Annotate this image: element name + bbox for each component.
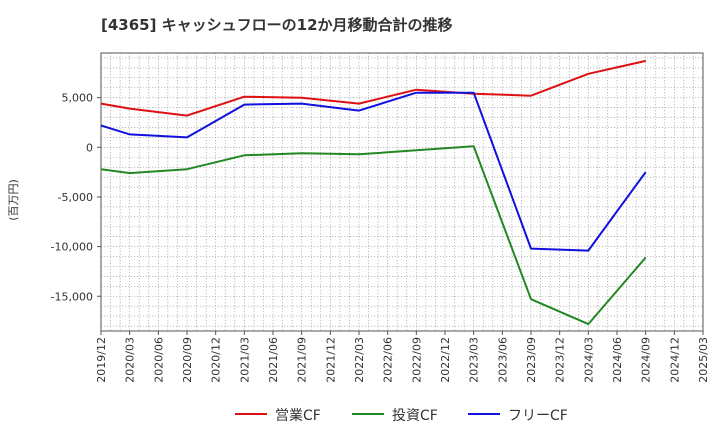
x-tick-label: 2022/12 bbox=[439, 337, 452, 383]
x-tick-label: 2021/06 bbox=[267, 337, 280, 383]
x-tick-label: 2024/09 bbox=[640, 337, 653, 383]
x-tick-label: 2023/09 bbox=[525, 337, 538, 383]
y-tick-label: -15,000 bbox=[51, 290, 93, 303]
x-tick-label: 2023/06 bbox=[496, 337, 509, 383]
y-tick-label: -10,000 bbox=[51, 241, 93, 254]
x-tick-label: 2022/06 bbox=[382, 337, 395, 383]
y-tick-label: 5,000 bbox=[62, 92, 94, 105]
grid-layer bbox=[100, 53, 704, 331]
x-tick-label: 2020/03 bbox=[124, 337, 137, 383]
y-axis-label: (百万円) bbox=[7, 179, 20, 221]
series-line-フリーCF bbox=[100, 91, 647, 252]
series-layer bbox=[100, 59, 647, 326]
x-tick-label: 2022/03 bbox=[353, 337, 366, 383]
chart-title: [4365] キャッシュフローの12か月移動合計の推移 bbox=[101, 16, 453, 34]
x-tick-label: 2020/09 bbox=[181, 337, 194, 383]
x-tick-label: 2021/03 bbox=[238, 337, 251, 383]
x-tick-label: 2020/06 bbox=[152, 337, 165, 383]
x-tick-label: 2024/06 bbox=[611, 337, 624, 383]
legend-label: フリーCF bbox=[508, 408, 568, 424]
axis-layer: 5,000 0 -5,000 -10,000 -15,000 2019/12 2020/03… bbox=[51, 52, 710, 383]
x-tick-label: 2020/12 bbox=[210, 337, 223, 383]
x-tick-label: 2023/12 bbox=[554, 337, 567, 383]
y-tick-label: 0 bbox=[86, 141, 93, 154]
plot-frame bbox=[100, 52, 704, 332]
legend-label: 営業CF bbox=[275, 408, 321, 424]
series-line-投資CF bbox=[100, 145, 647, 326]
series-line-営業CF bbox=[100, 59, 646, 117]
x-tick-label: 2024/03 bbox=[582, 337, 595, 383]
legend: 営業CF 投資CF フリーCF bbox=[235, 408, 568, 424]
legend-label: 投資CF bbox=[392, 408, 438, 424]
x-tick-label: 2025/03 bbox=[697, 337, 710, 383]
x-tick-label: 2019/12 bbox=[95, 337, 108, 383]
x-tick-label: 2021/09 bbox=[296, 337, 309, 383]
x-tick-label: 2023/03 bbox=[468, 337, 481, 383]
x-tick-label: 2024/12 bbox=[668, 337, 681, 383]
y-tick-label: -5,000 bbox=[58, 191, 93, 204]
x-tick-label: 2022/09 bbox=[410, 337, 423, 383]
x-tick-label: 2021/12 bbox=[324, 337, 337, 383]
